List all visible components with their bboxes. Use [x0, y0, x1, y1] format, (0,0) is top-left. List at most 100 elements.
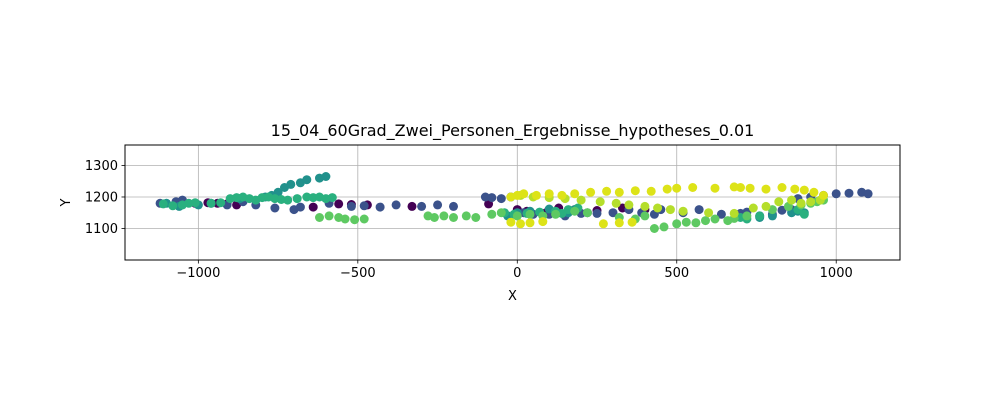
scatter-point	[602, 186, 612, 196]
scatter-point	[592, 208, 602, 218]
scatter-point	[570, 206, 580, 216]
scatter-point	[704, 208, 714, 218]
x-tick-label: 1000	[820, 266, 853, 281]
scatter-point	[809, 187, 819, 197]
scatter-point	[439, 211, 449, 221]
scatter-point	[359, 214, 369, 224]
scatter-point	[461, 211, 471, 221]
scatter-point	[863, 189, 873, 199]
scatter-point	[672, 183, 682, 193]
scatter-point	[799, 209, 809, 219]
scatter-point	[471, 213, 481, 222]
scatter-point	[327, 193, 337, 203]
scatter-point	[774, 197, 784, 207]
scatter-point	[321, 172, 331, 181]
scatter-point	[806, 197, 816, 207]
scatter-point	[496, 194, 506, 204]
scatter-point	[672, 219, 682, 229]
scatter-point	[407, 201, 417, 211]
scatter-point	[292, 194, 302, 204]
scatter-point	[710, 183, 720, 193]
scatter-point	[659, 222, 669, 232]
scatter-point	[649, 224, 659, 233]
scatter-point	[729, 208, 739, 218]
scatter-point	[819, 190, 828, 200]
scatter-point	[375, 202, 385, 212]
scatter-point	[844, 188, 854, 198]
scatter-point	[496, 208, 506, 218]
scatter-point	[688, 183, 698, 192]
scatter-point	[302, 175, 312, 185]
scatter-point	[767, 211, 777, 221]
scatter-point	[576, 195, 586, 205]
scatter-point	[449, 213, 458, 222]
data-points	[155, 172, 873, 233]
scatter-point	[350, 215, 360, 225]
scatter-point	[831, 189, 841, 199]
scatter-point	[614, 187, 624, 197]
scatter-point	[662, 184, 672, 194]
scatter-point	[595, 197, 605, 207]
scatter-point	[761, 201, 771, 211]
scatter-point	[346, 201, 356, 211]
y-tick-label: 1100	[85, 222, 118, 237]
y-axis-label: Y	[59, 198, 74, 207]
scatter-point	[340, 214, 350, 224]
scatter-point	[391, 200, 401, 210]
scatter-point	[748, 203, 758, 213]
scatter-point	[736, 183, 745, 192]
scatter-point	[640, 211, 650, 221]
scatter-point	[295, 202, 305, 212]
scatter-point	[799, 185, 809, 195]
scatter-point	[796, 198, 806, 208]
scatter-point	[640, 201, 650, 211]
scatter-point	[598, 219, 608, 229]
scatter-point	[582, 208, 592, 218]
y-tick-label: 1200	[85, 190, 118, 205]
x-tick-label: 0	[513, 266, 521, 281]
scatter-point	[525, 209, 535, 219]
scatter-point	[608, 208, 618, 218]
scatter-point	[755, 211, 765, 221]
scatter-point	[678, 206, 688, 216]
scatter-point	[544, 189, 554, 199]
scatter-point	[716, 209, 726, 219]
scatter-point	[286, 179, 296, 189]
y-tick-label: 1300	[85, 159, 118, 174]
scatter-point	[206, 198, 216, 208]
scatter-point	[315, 213, 324, 222]
scatter-point	[433, 200, 443, 210]
scatter-point	[646, 186, 656, 196]
scatter-point	[742, 211, 752, 221]
scatter-point	[761, 184, 771, 194]
scatter-point	[519, 189, 529, 199]
scatter-point	[531, 190, 541, 200]
scatter-point	[359, 201, 369, 211]
scatter-point	[158, 199, 168, 209]
scatter-point	[324, 211, 334, 221]
ticks: −1000 −500 0 500 1000 1100 1200 1300	[85, 159, 853, 281]
scatter-point	[557, 190, 567, 200]
scatter-point	[681, 217, 691, 227]
x-tick-label: 500	[664, 266, 689, 281]
scatter-point	[624, 200, 634, 210]
scatter-point	[611, 198, 621, 208]
scatter-point	[790, 184, 800, 194]
scatter-point	[586, 187, 596, 197]
plot-frame	[124, 144, 901, 261]
x-axis-label: X	[508, 289, 517, 304]
scatter-point	[627, 217, 637, 227]
scatter-point	[283, 195, 293, 205]
scatter-point	[694, 205, 704, 215]
scatter-point	[777, 183, 787, 192]
scatter-point	[570, 189, 580, 199]
scatter-point	[449, 201, 458, 211]
scatter-point	[653, 203, 663, 213]
scatter-point	[525, 218, 535, 228]
scatter-point	[334, 199, 344, 209]
x-tick-label: −500	[340, 266, 376, 281]
x-tick-label: −1000	[176, 266, 220, 281]
scatter-point	[614, 218, 624, 228]
scatter-point	[787, 195, 797, 205]
